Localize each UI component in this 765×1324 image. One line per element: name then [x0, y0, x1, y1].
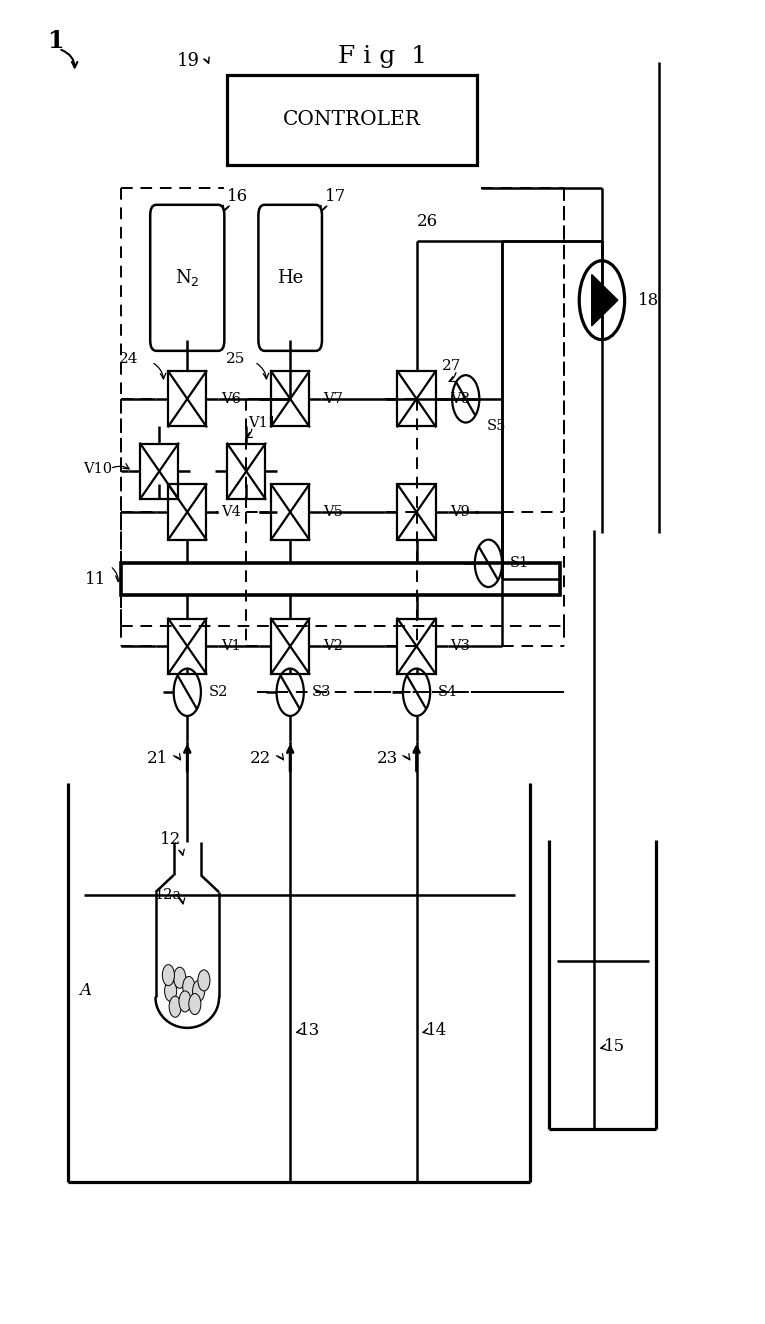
- Polygon shape: [591, 274, 618, 326]
- Text: 12: 12: [160, 830, 181, 847]
- Text: 14: 14: [425, 1022, 447, 1039]
- Circle shape: [162, 965, 174, 985]
- Text: V3: V3: [450, 639, 470, 653]
- Circle shape: [169, 996, 181, 1017]
- Text: 25: 25: [226, 352, 245, 365]
- Bar: [398, 485, 435, 540]
- Text: 22: 22: [250, 749, 272, 767]
- Text: CONTROLER: CONTROLER: [283, 110, 422, 130]
- Text: S2: S2: [209, 686, 228, 699]
- Text: V6: V6: [221, 392, 241, 406]
- Bar: [398, 371, 435, 426]
- Bar: [271, 618, 309, 674]
- Bar: [271, 371, 309, 426]
- Bar: [122, 563, 560, 594]
- Circle shape: [189, 993, 201, 1014]
- Bar: [168, 485, 207, 540]
- Text: S3: S3: [311, 686, 331, 699]
- Circle shape: [193, 980, 205, 1001]
- Text: He: He: [277, 269, 303, 287]
- Bar: [168, 618, 207, 674]
- Bar: [227, 444, 265, 499]
- Text: 18: 18: [638, 291, 659, 308]
- Circle shape: [164, 980, 177, 1001]
- Text: 1: 1: [47, 29, 63, 53]
- Text: V9: V9: [450, 504, 470, 519]
- Text: 27: 27: [441, 359, 461, 372]
- Bar: [227, 75, 477, 164]
- Text: 24: 24: [119, 352, 138, 365]
- Text: S4: S4: [438, 686, 457, 699]
- Text: V2: V2: [324, 639, 343, 653]
- Text: 13: 13: [299, 1022, 321, 1039]
- Circle shape: [183, 976, 195, 997]
- Text: N$_2$: N$_2$: [175, 267, 200, 289]
- Text: 26: 26: [417, 213, 438, 230]
- Text: V10: V10: [83, 462, 112, 475]
- Text: 17: 17: [325, 188, 347, 205]
- Text: V1: V1: [221, 639, 240, 653]
- Text: 15: 15: [604, 1038, 624, 1055]
- Bar: [140, 444, 178, 499]
- Bar: [398, 618, 435, 674]
- Text: 19: 19: [177, 52, 200, 70]
- Circle shape: [174, 968, 186, 988]
- Text: V4: V4: [221, 504, 241, 519]
- Text: 12a: 12a: [154, 888, 181, 902]
- Text: S1: S1: [509, 556, 529, 571]
- Bar: [271, 485, 309, 540]
- Text: V7: V7: [324, 392, 343, 406]
- Text: F i g  1: F i g 1: [338, 45, 427, 69]
- Text: V11: V11: [248, 417, 277, 430]
- Circle shape: [179, 990, 191, 1012]
- Text: 23: 23: [376, 749, 398, 767]
- Text: 16: 16: [227, 188, 249, 205]
- Circle shape: [198, 970, 210, 990]
- Text: S5: S5: [487, 418, 506, 433]
- Text: 21: 21: [147, 749, 168, 767]
- Text: V5: V5: [324, 504, 343, 519]
- Text: V8: V8: [450, 392, 470, 406]
- Text: A: A: [79, 982, 91, 1000]
- Text: 11: 11: [85, 571, 106, 588]
- Bar: [168, 371, 207, 426]
